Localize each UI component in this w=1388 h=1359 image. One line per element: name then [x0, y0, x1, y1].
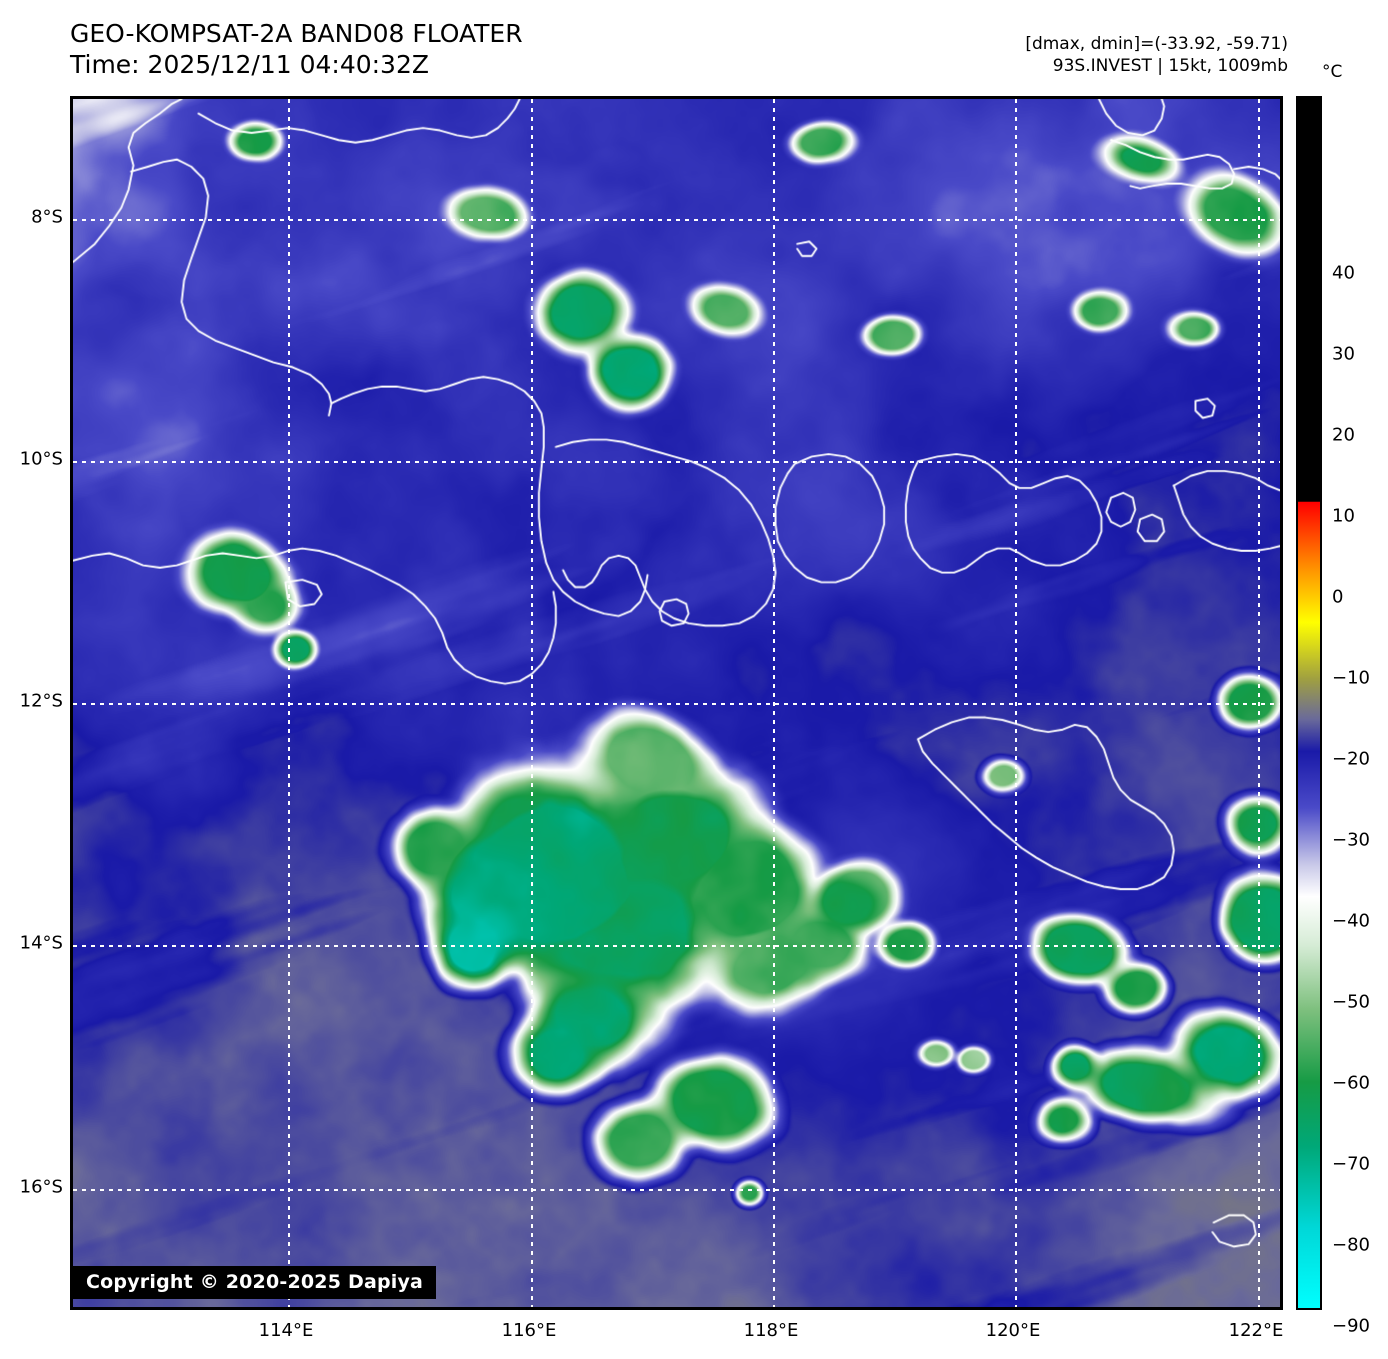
longitude-label-1: 116°E: [501, 1320, 557, 1341]
colorbar[interactable]: [1296, 96, 1322, 1310]
colorbar-tick-13: −90: [1332, 1315, 1370, 1337]
colorbar-tick-12: −80: [1332, 1234, 1370, 1256]
latitude-label-1: 10°S: [19, 448, 63, 470]
header-title-block: GEO-KOMPSAT-2A BAND08 FLOATER Time: 2025…: [70, 18, 523, 80]
satellite-imagery-canvas: [73, 99, 1280, 1307]
colorbar-gradient: [1298, 98, 1320, 1308]
colorbar-tick-10: −60: [1332, 1072, 1370, 1094]
latitude-label-3: 14°S: [19, 932, 63, 954]
colorbar-tick-9: −50: [1332, 991, 1370, 1013]
longitude-label-4: 122°E: [1228, 1320, 1284, 1341]
colorbar-tick-4: 0: [1332, 586, 1344, 608]
satellite-image-plot[interactable]: Copyright © 2020-2025 Dapiya: [70, 96, 1283, 1310]
longitude-label-0: 114°E: [258, 1320, 314, 1341]
timestamp-label: Time: 2025/12/11 04:40:32Z: [70, 50, 429, 79]
colorbar-unit-label: °C: [1322, 62, 1343, 82]
longitude-label-2: 118°E: [743, 1320, 799, 1341]
latitude-label-2: 12°S: [19, 690, 63, 712]
colorbar-tick-11: −70: [1332, 1153, 1370, 1175]
colorbar-tick-5: −10: [1332, 667, 1370, 689]
colorbar-tick-0: 40: [1332, 262, 1355, 284]
colorbar-tick-6: −20: [1332, 748, 1370, 770]
latitude-label-0: 8°S: [31, 206, 63, 228]
colorbar-tick-8: −40: [1332, 910, 1370, 932]
colorbar-tick-1: 30: [1332, 343, 1355, 365]
colorbar-tick-2: 20: [1332, 424, 1355, 446]
page-title: GEO-KOMPSAT-2A BAND08 FLOATER: [70, 19, 523, 48]
colorbar-tick-7: −30: [1332, 829, 1370, 851]
colorbar-tick-3: 10: [1332, 505, 1355, 527]
data-range-label: [dmax, dmin]=(-33.92, -59.71): [1025, 34, 1288, 54]
copyright-banner: Copyright © 2020-2025 Dapiya: [73, 1266, 437, 1299]
latitude-label-4: 16°S: [19, 1176, 63, 1198]
metadata-block: [dmax, dmin]=(-33.92, -59.71) 93S.INVEST…: [1025, 33, 1288, 77]
storm-info-label: 93S.INVEST | 15kt, 1009mb: [1052, 56, 1288, 76]
longitude-label-3: 120°E: [985, 1320, 1041, 1341]
